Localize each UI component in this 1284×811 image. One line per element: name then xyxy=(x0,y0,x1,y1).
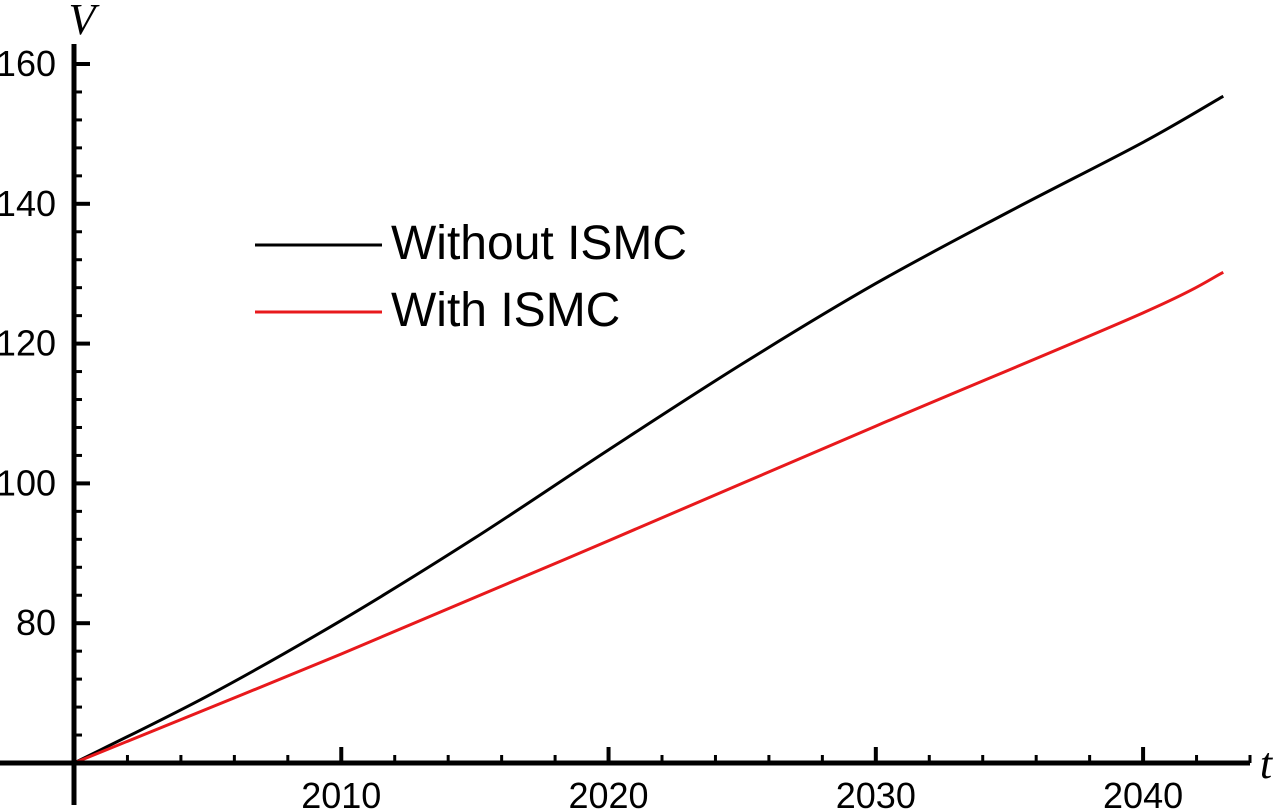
y-tick-label: 80 xyxy=(16,602,56,643)
legend-label-0: Without ISMC xyxy=(391,217,687,270)
y-tick-label: 140 xyxy=(0,183,56,224)
series-line-1 xyxy=(73,270,1224,765)
y-tick-label: 100 xyxy=(0,462,56,503)
series-line-0 xyxy=(73,94,1225,765)
x-tick-label: 2040 xyxy=(1103,775,1183,811)
series-layer xyxy=(73,94,1225,765)
y-axis-label: V xyxy=(69,0,101,44)
legend: Without ISMC With ISMC xyxy=(255,217,687,337)
y-tick-label: 120 xyxy=(0,323,56,364)
x-tick-label: 2010 xyxy=(301,775,381,811)
x-axis-label: t xyxy=(1260,739,1274,788)
major-ticks xyxy=(74,62,1146,763)
tick-labels: 2010 2020 2030 2040 80 100 120 140 160 xyxy=(0,43,1183,811)
x-tick-label: 2020 xyxy=(568,775,648,811)
y-tick-label: 160 xyxy=(0,43,56,84)
legend-label-1: With ISMC xyxy=(391,284,620,337)
x-tick-label: 2030 xyxy=(836,775,916,811)
